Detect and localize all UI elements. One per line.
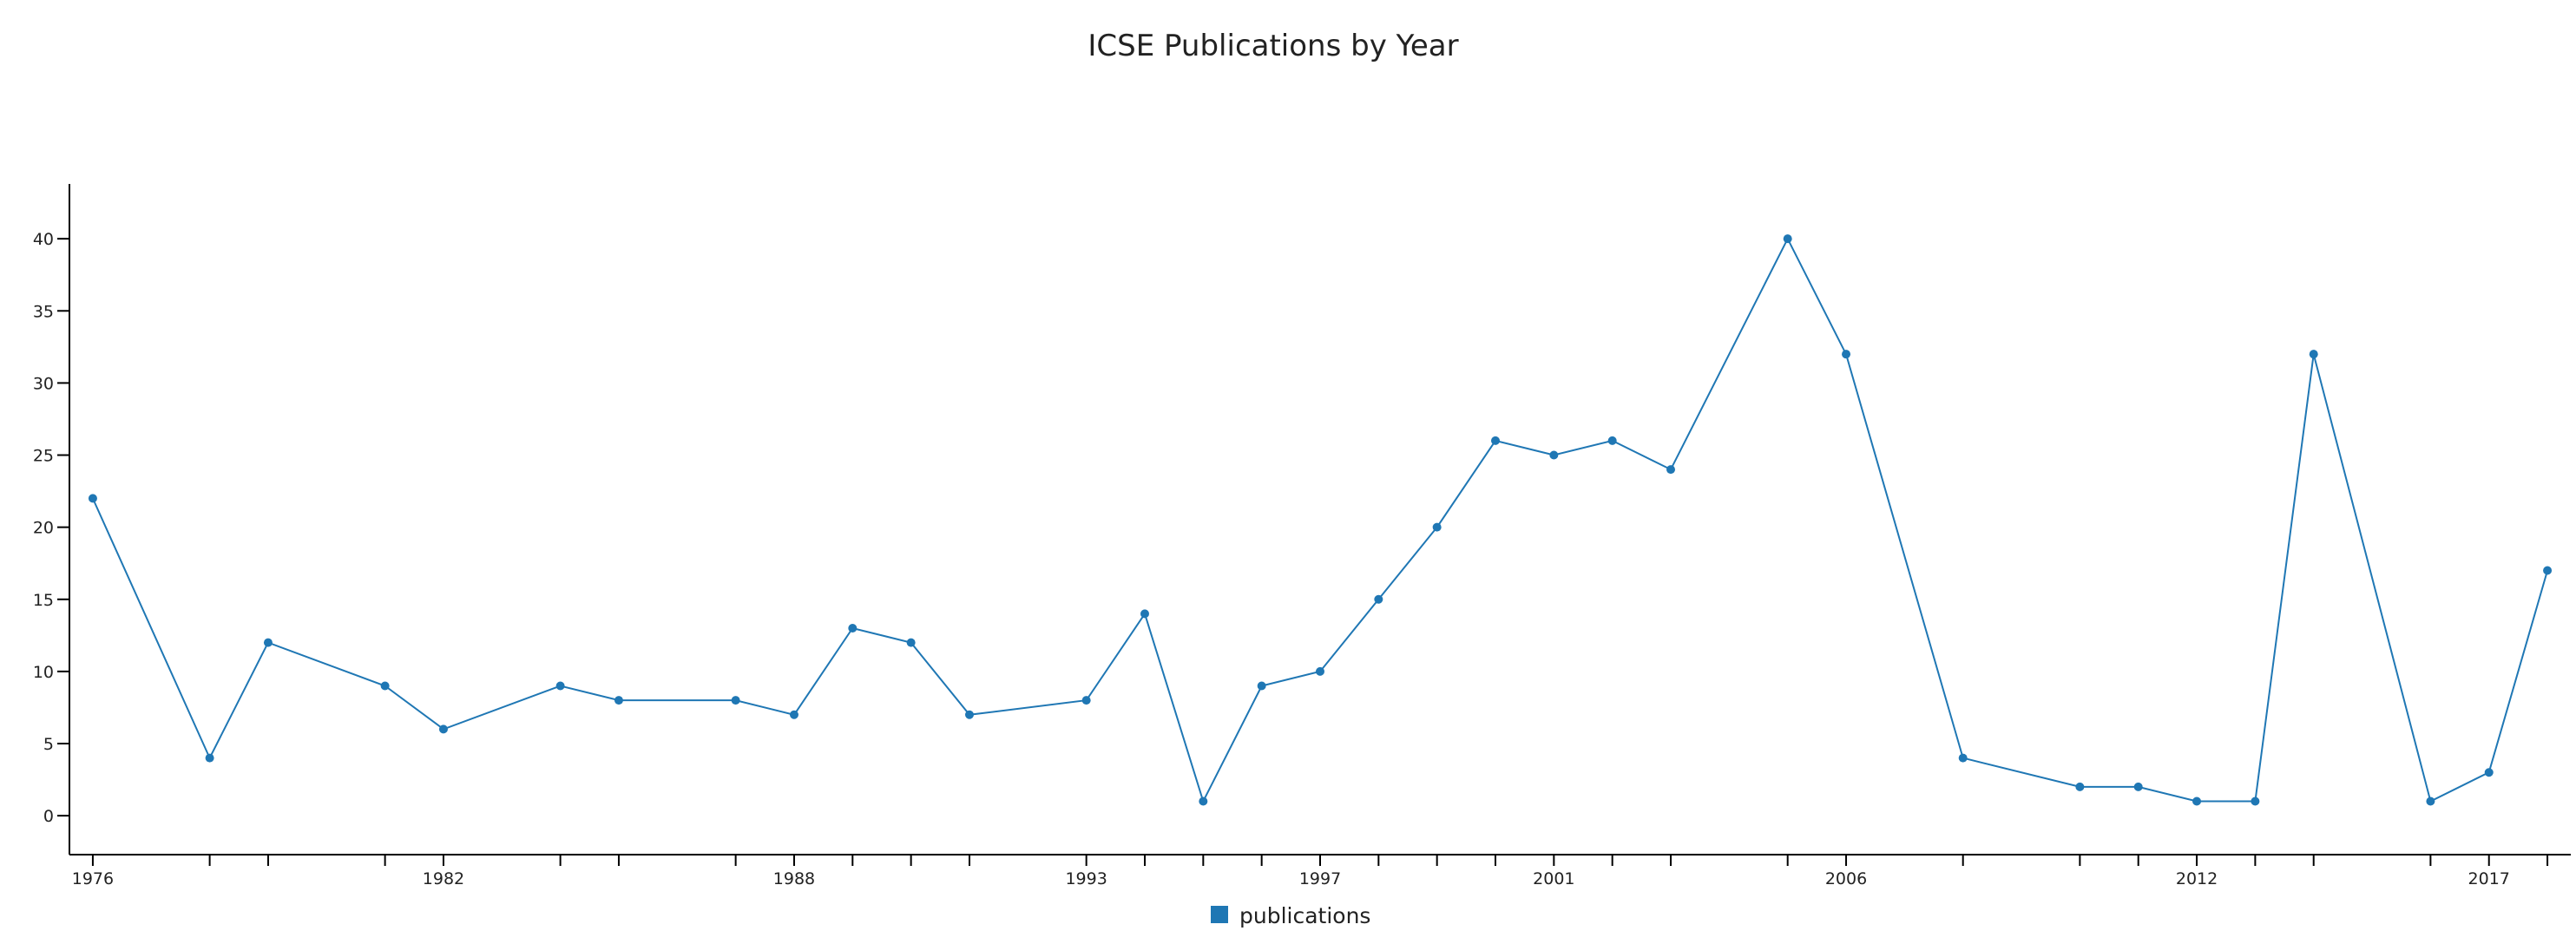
- legend-label-publications: publications: [1239, 903, 1370, 928]
- y-tick-label: 0: [43, 807, 54, 826]
- x-tick-label: 1997: [1299, 869, 1341, 888]
- data-point: [1783, 234, 1792, 244]
- y-tick-label: 30: [33, 374, 54, 393]
- y-tick-label: 35: [33, 302, 54, 321]
- data-point: [1491, 436, 1501, 445]
- x-tick-label: 1988: [773, 869, 815, 888]
- x-tick-label: 1993: [1065, 869, 1107, 888]
- data-point: [2543, 566, 2553, 575]
- x-tick-label: 2001: [1533, 869, 1574, 888]
- legend-swatch-publications: [1211, 906, 1228, 923]
- x-tick-label: 2017: [2468, 869, 2510, 888]
- data-point: [848, 624, 858, 633]
- data-point: [789, 710, 798, 719]
- data-point: [1316, 666, 1324, 676]
- x-tick-label: 1976: [72, 869, 114, 888]
- data-point: [438, 724, 448, 734]
- data-point: [1081, 696, 1091, 705]
- data-point: [2075, 782, 2085, 791]
- data-point: [1257, 681, 1266, 691]
- data-point: [1432, 522, 1442, 532]
- y-tick-label: 15: [33, 591, 54, 610]
- x-tick-label: 2006: [1825, 869, 1867, 888]
- data-point: [380, 681, 390, 691]
- data-point: [1549, 450, 1559, 460]
- data-point: [263, 638, 273, 647]
- data-point: [2251, 796, 2260, 806]
- x-tick-label: 2012: [2176, 869, 2218, 888]
- data-point: [2192, 796, 2202, 806]
- series-line-publications: [91, 236, 2549, 804]
- data-point: [1374, 594, 1383, 604]
- data-point: [1199, 796, 1208, 806]
- data-point: [2426, 796, 2435, 806]
- data-point: [88, 494, 97, 503]
- legend: publications: [1211, 903, 1370, 928]
- data-point: [614, 696, 623, 705]
- data-point: [906, 638, 916, 647]
- data-point: [2484, 768, 2494, 777]
- y-tick-label: 10: [33, 663, 54, 682]
- y-tick-label: 40: [33, 230, 54, 249]
- data-point: [964, 710, 974, 719]
- y-tick-label: 5: [43, 735, 54, 754]
- data-point: [731, 696, 740, 705]
- y-tick-label: 20: [33, 519, 54, 538]
- data-point: [1842, 350, 1851, 359]
- data-point: [555, 681, 565, 691]
- data-point: [1140, 609, 1149, 619]
- data-point: [205, 753, 214, 763]
- data-point: [2133, 782, 2143, 791]
- data-point: [2309, 350, 2318, 359]
- x-tick-label: 1982: [423, 869, 464, 888]
- data-point: [1958, 753, 1968, 763]
- y-tick-label: 25: [33, 447, 54, 466]
- data-point: [1607, 436, 1617, 445]
- chart-title: ICSE Publications by Year: [1088, 29, 1458, 63]
- data-point: [1666, 465, 1676, 475]
- plot-area: 0 5 10 15 20 25 30 35 40 1976 1982 1988 1993 1997 2001…: [33, 184, 2571, 888]
